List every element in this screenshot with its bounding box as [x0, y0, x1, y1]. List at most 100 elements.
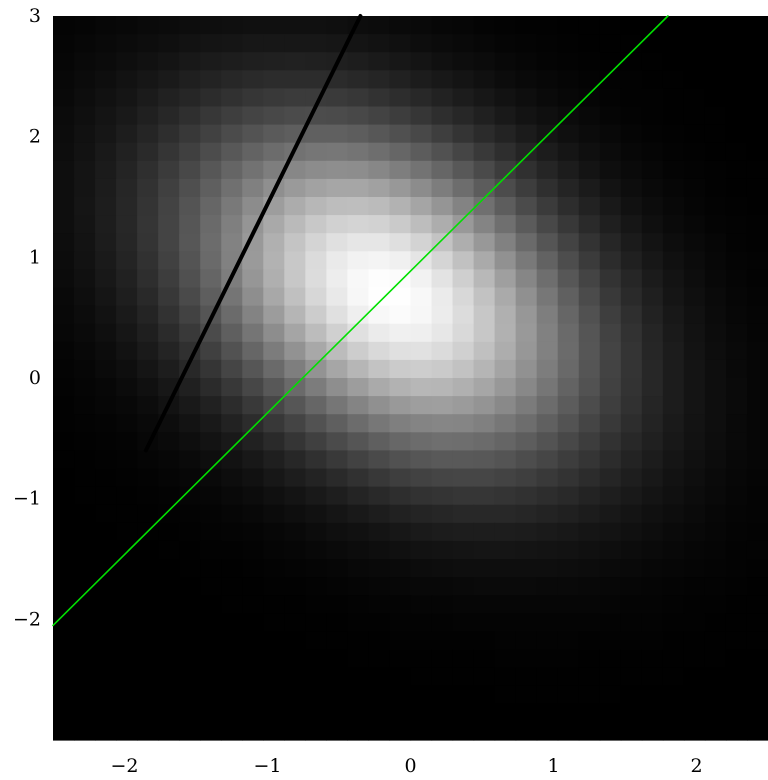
heatmap-cell — [431, 414, 454, 433]
heatmap-cell — [515, 269, 538, 289]
heatmap-cell — [410, 559, 433, 578]
heatmap-cell — [578, 667, 601, 687]
heatmap-cell — [284, 631, 306, 651]
heatmap-cell — [641, 540, 664, 560]
heatmap-cell — [599, 414, 622, 433]
heatmap-cell — [95, 450, 117, 470]
heatmap-cell — [347, 613, 370, 632]
heatmap-cell — [746, 685, 768, 705]
heatmap-cell — [74, 124, 96, 144]
heatmap-cell — [368, 269, 391, 289]
heatmap-cell — [683, 522, 706, 542]
heatmap-cell — [557, 522, 580, 542]
heatmap-cell — [557, 396, 580, 415]
heatmap-cell — [515, 359, 538, 379]
heatmap-cell — [53, 486, 75, 506]
heatmap-cell — [305, 269, 327, 289]
heatmap-cell — [494, 106, 517, 126]
heatmap-cell — [536, 34, 559, 53]
heatmap-cell — [200, 540, 222, 560]
heatmap-cell — [599, 667, 622, 687]
heatmap-cell — [389, 178, 412, 198]
heatmap-cell — [305, 359, 327, 379]
heatmap-cell — [662, 70, 685, 89]
heatmap-cell — [368, 540, 391, 560]
heatmap-cell — [53, 106, 75, 126]
heatmap-cell — [746, 649, 768, 669]
heatmap-cell — [305, 305, 327, 325]
heatmap-cell — [704, 450, 727, 470]
heatmap-cell — [494, 631, 517, 651]
heatmap-cell — [284, 70, 306, 89]
heatmap-cell — [578, 16, 601, 35]
heatmap-cell — [242, 631, 264, 651]
heatmap-cell — [599, 432, 622, 451]
heatmap-cell — [410, 450, 433, 470]
heatmap-cell — [179, 721, 201, 741]
heatmap-cell — [179, 649, 201, 669]
heatmap-cell — [305, 685, 327, 705]
heatmap-cell — [452, 559, 475, 578]
heatmap-cell — [494, 613, 517, 632]
heatmap-cell — [536, 721, 559, 741]
heatmap-cell — [410, 178, 433, 198]
heatmap-cell — [95, 197, 117, 216]
heatmap-cell — [557, 34, 580, 53]
heatmap-cell — [389, 88, 412, 108]
heatmap-cell — [74, 197, 96, 216]
heatmap-cell — [683, 486, 706, 506]
heatmap-cell — [473, 631, 496, 651]
heatmap-cell — [179, 142, 201, 162]
heatmap-cell — [662, 34, 685, 53]
heatmap-cell — [284, 359, 306, 379]
heatmap-cell — [389, 142, 412, 162]
heatmap-cell — [116, 88, 138, 108]
heatmap-cell — [326, 504, 349, 524]
heatmap-cell — [620, 540, 643, 560]
heatmap-cell — [725, 52, 748, 71]
heatmap-cell — [326, 106, 349, 126]
heatmap-cell — [620, 504, 643, 524]
heatmap-cell — [158, 504, 180, 524]
heatmap-cell — [347, 631, 370, 651]
heatmap-cell — [200, 359, 222, 379]
heatmap-cell — [221, 70, 243, 89]
heatmap-cell — [284, 233, 306, 252]
heatmap-cell — [641, 378, 664, 397]
heatmap-cell — [284, 160, 306, 180]
heatmap-cell — [347, 432, 370, 451]
heatmap-cell — [536, 359, 559, 379]
heatmap-cell — [431, 233, 454, 252]
heatmap-cell — [473, 359, 496, 379]
heatmap-cell — [557, 287, 580, 307]
heatmap-cell — [116, 16, 138, 35]
heatmap-cell — [431, 540, 454, 560]
heatmap-cell — [368, 178, 391, 198]
heatmap-cell — [305, 468, 327, 488]
heatmap-cell — [389, 540, 412, 560]
heatmap-cell — [200, 396, 222, 415]
heatmap-cell — [263, 233, 285, 252]
heatmap-cell — [431, 251, 454, 270]
heatmap-cell — [221, 378, 243, 397]
heatmap-cell — [620, 287, 643, 307]
heatmap-cell — [263, 160, 285, 180]
heatmap-cell — [704, 341, 727, 361]
heatmap-cell — [221, 323, 243, 343]
heatmap-cell — [179, 305, 201, 325]
heatmap-cell — [389, 160, 412, 180]
heatmap-cell — [242, 70, 264, 89]
heatmap-cell — [74, 287, 96, 307]
heatmap-cell — [326, 685, 349, 705]
heatmap-cell — [242, 522, 264, 542]
heatmap-cell — [200, 197, 222, 216]
heatmap-cell — [578, 504, 601, 524]
heatmap-cell — [431, 396, 454, 415]
heatmap-cell — [179, 16, 201, 35]
heatmap-cell — [515, 414, 538, 433]
heatmap-cell — [452, 359, 475, 379]
heatmap-cell — [746, 34, 768, 53]
heatmap-cell — [221, 450, 243, 470]
heatmap-cell — [179, 215, 201, 234]
heatmap-cell — [662, 649, 685, 669]
